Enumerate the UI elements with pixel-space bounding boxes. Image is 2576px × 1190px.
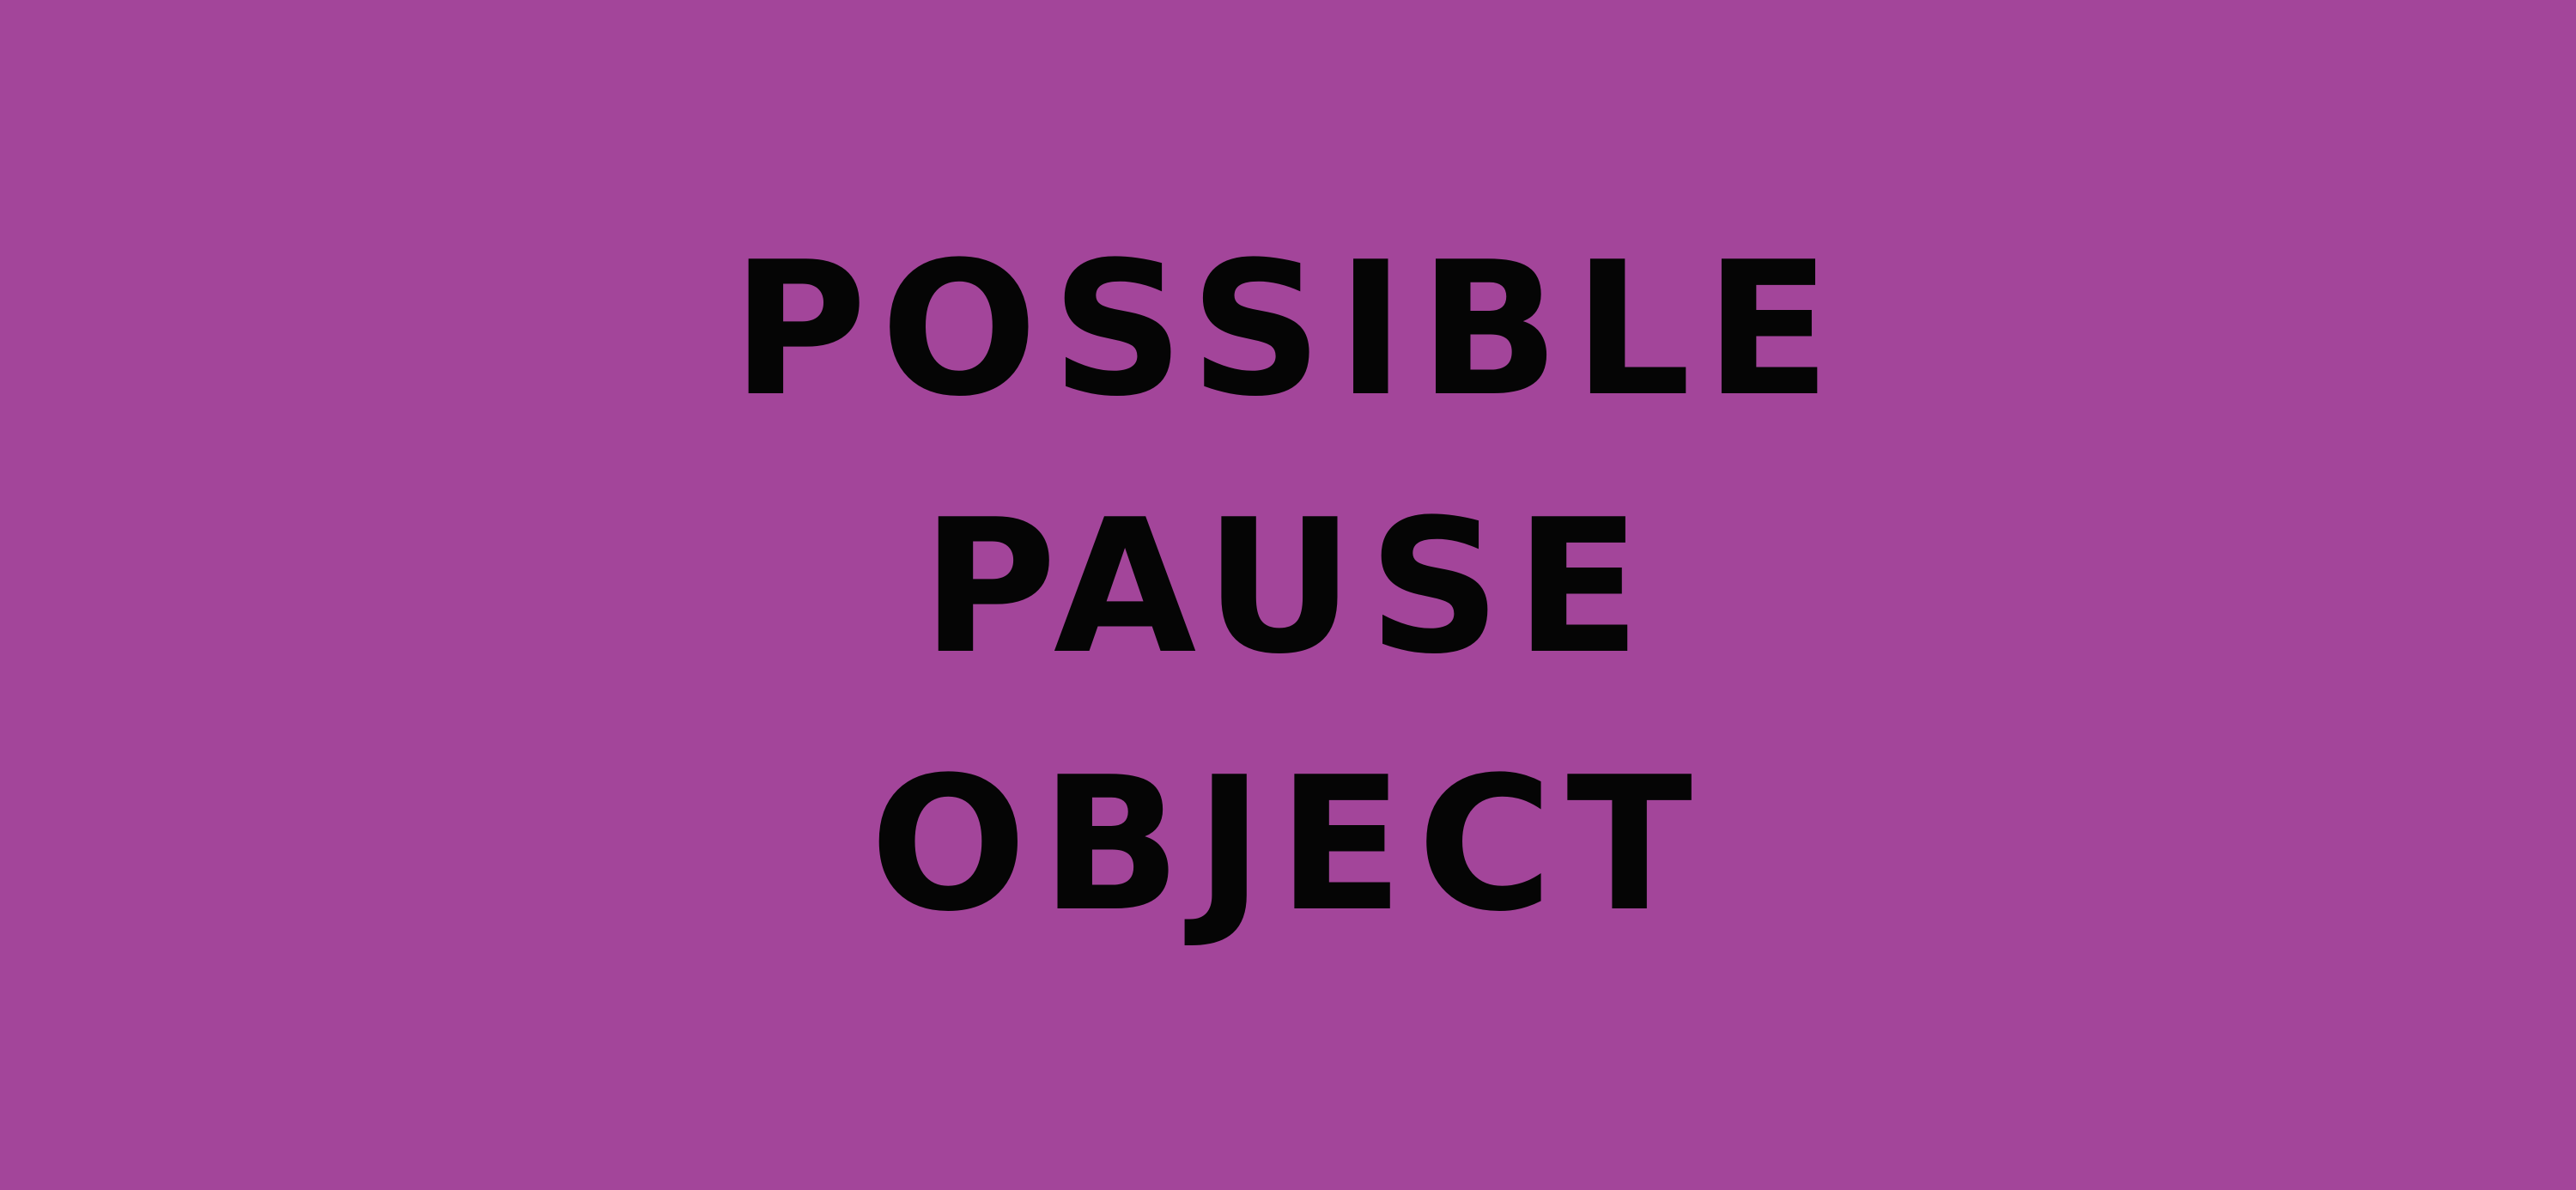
text-line-2: PAUSE xyxy=(921,479,1655,695)
text-line-3: OBJECT xyxy=(870,737,1706,952)
text-line-1: POSSIBLE xyxy=(731,222,1845,437)
